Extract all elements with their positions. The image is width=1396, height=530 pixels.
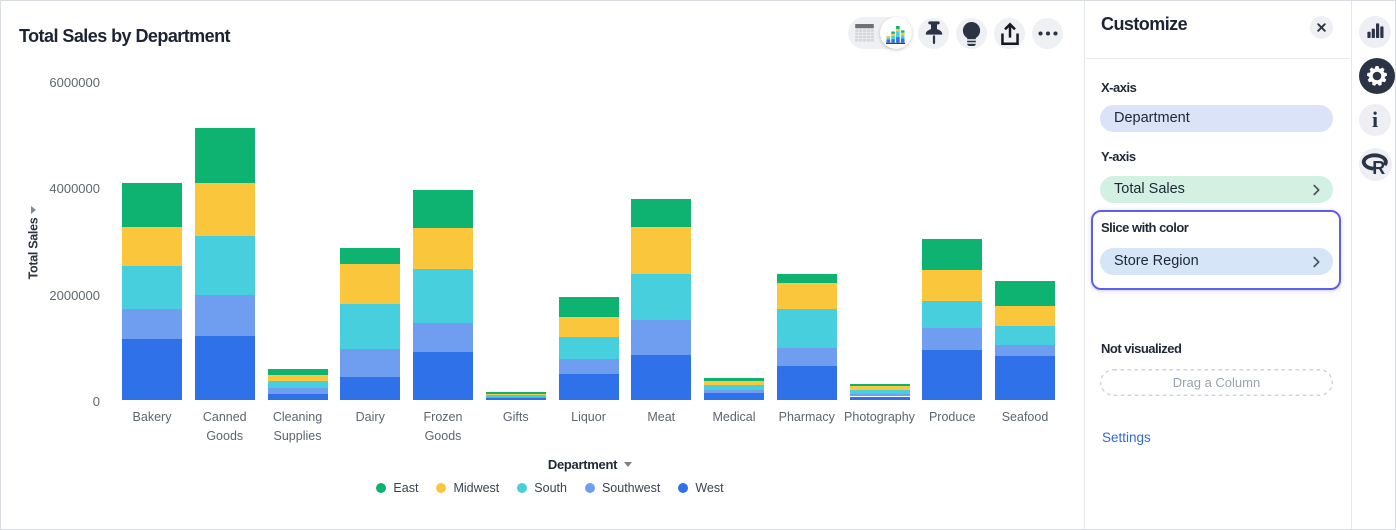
svg-text:R: R — [1372, 157, 1385, 177]
